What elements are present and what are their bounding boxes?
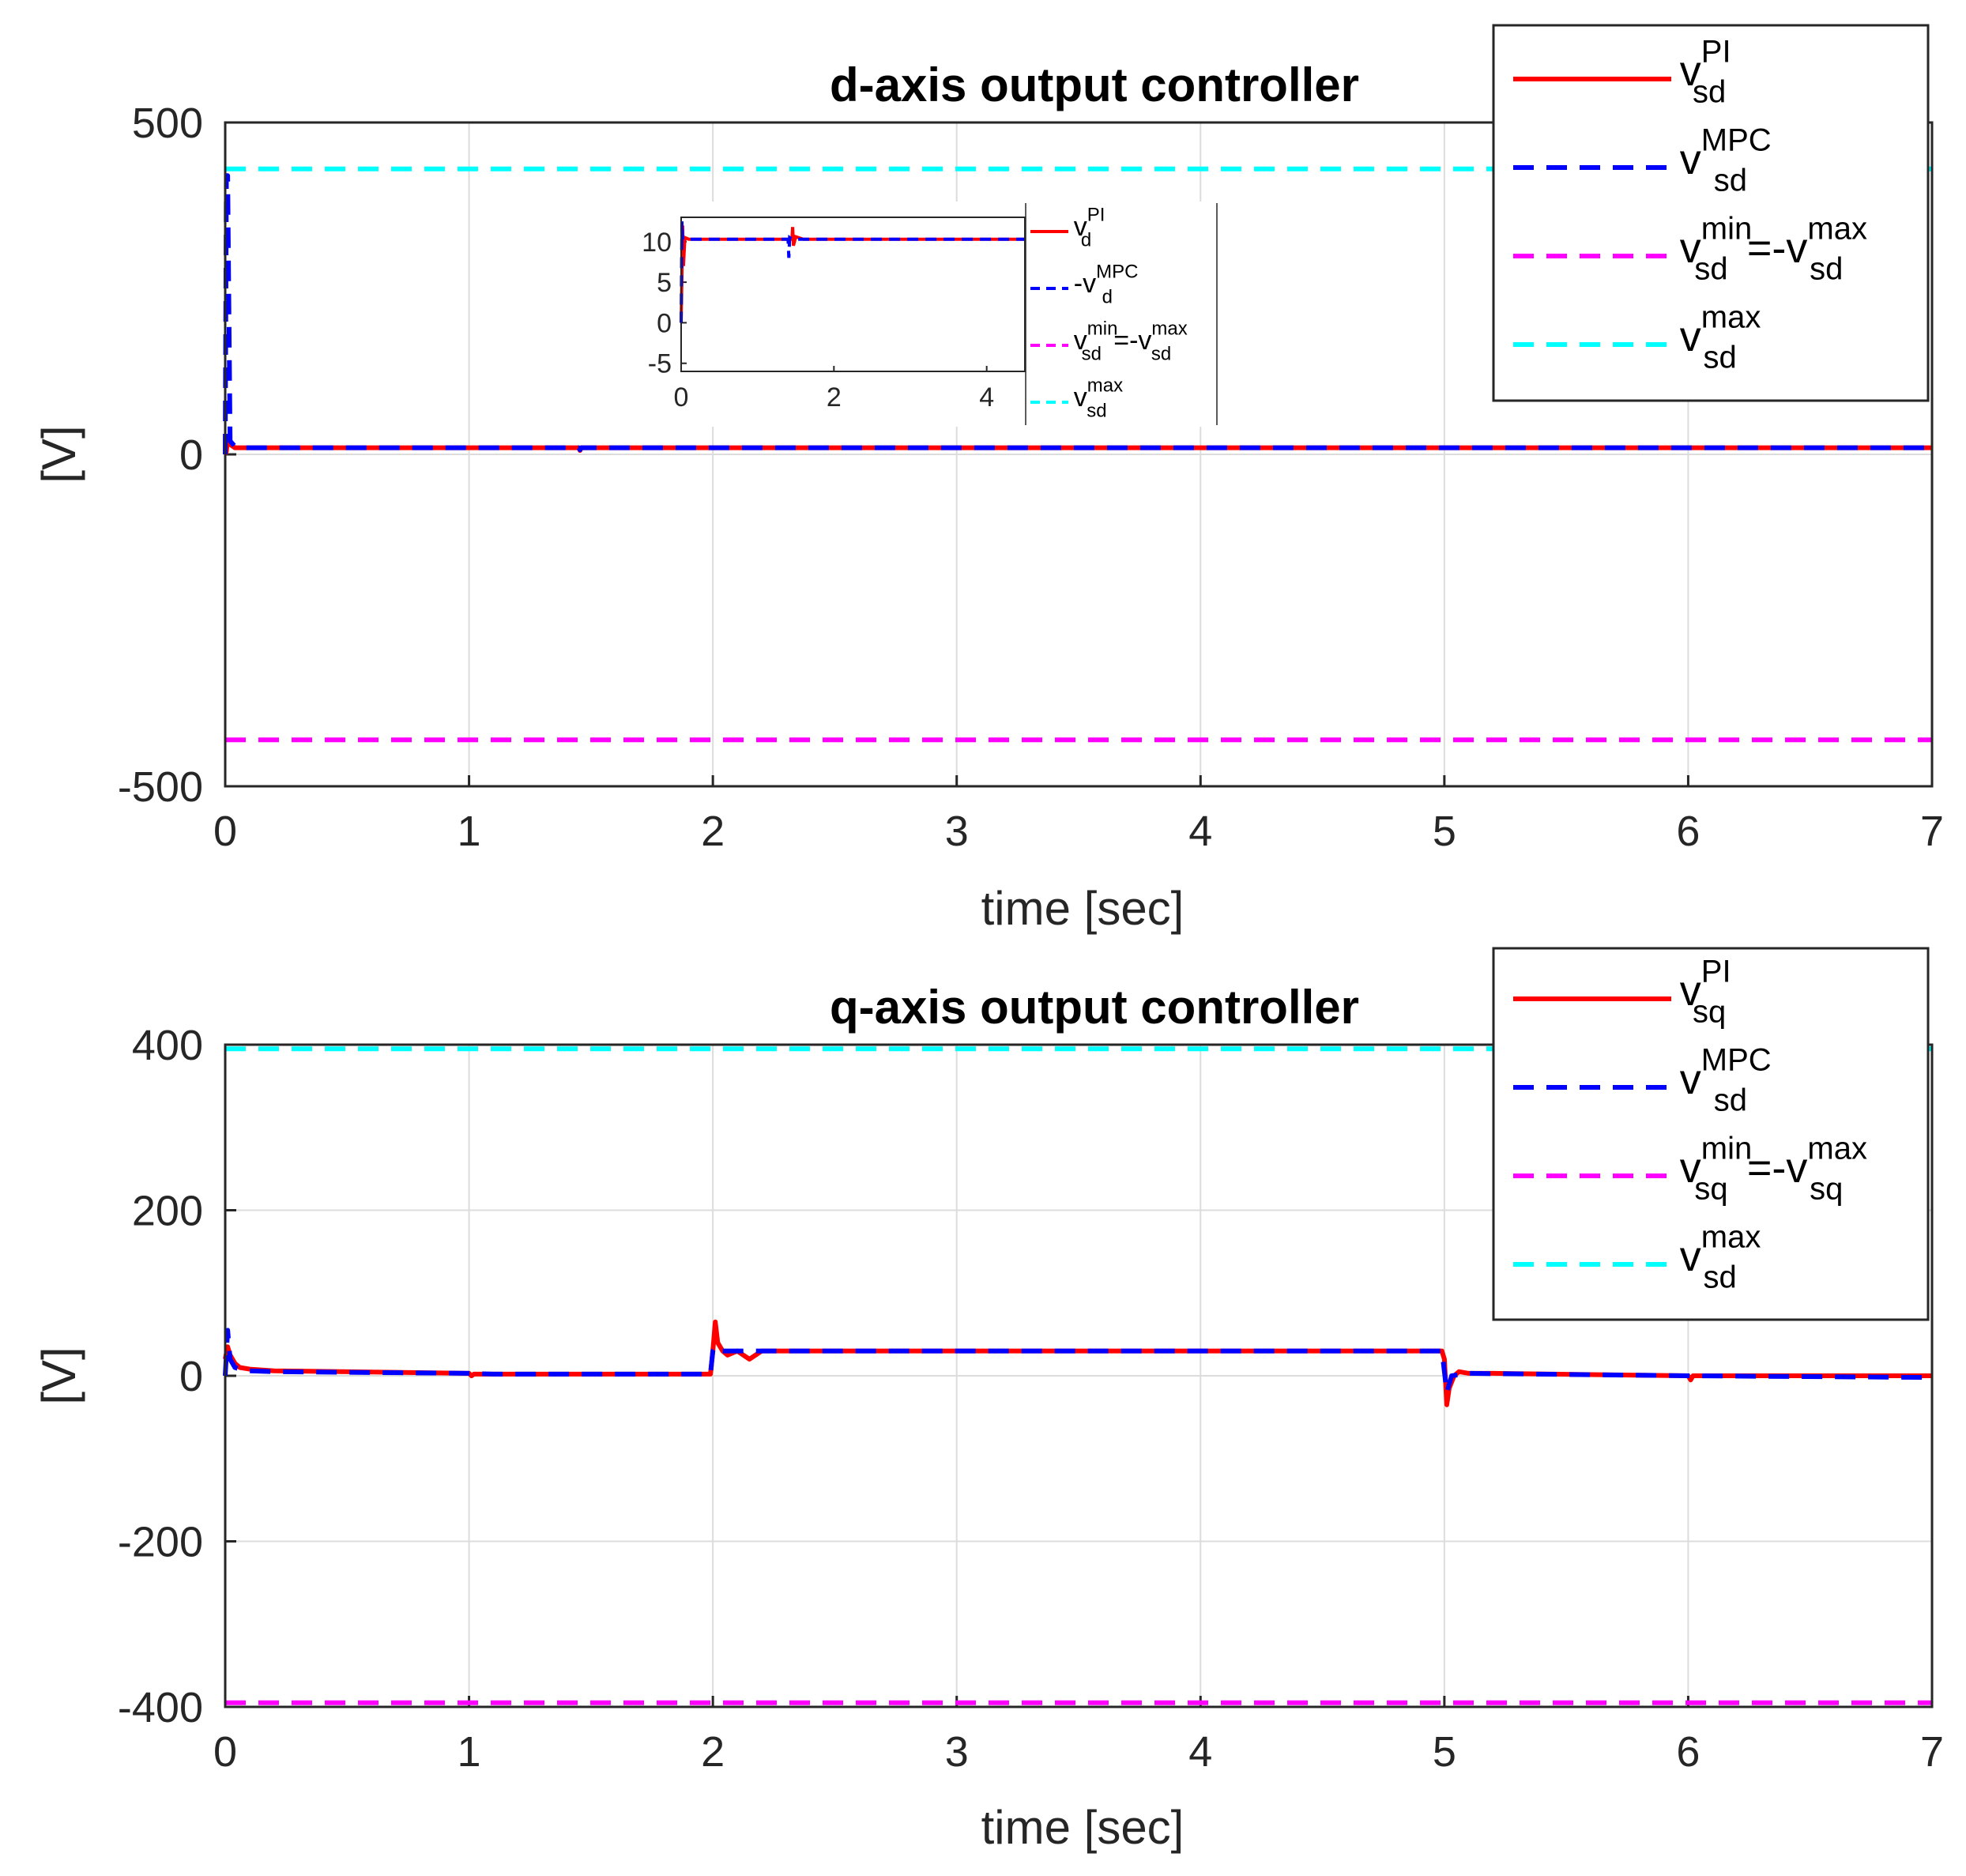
- chart-title: d-axis output controller: [830, 58, 1359, 111]
- inset-legend-entry-3-label: vmax sd: [1074, 375, 1123, 421]
- y-tick-label: 200: [132, 1188, 203, 1235]
- inset-background: [634, 202, 1233, 427]
- inset-x-tick-label: 2: [827, 382, 842, 412]
- x-tick-label: 2: [701, 1728, 725, 1776]
- legend-box: [1492, 947, 1930, 1321]
- inset-y-tick-label: 5: [657, 268, 672, 298]
- x-tick-label: 1: [458, 1728, 481, 1776]
- inset-legend-entry-2-label: vmin sd =-vmax sd: [1074, 318, 1188, 364]
- y-tick-label: 400: [132, 1022, 203, 1069]
- x-tick-label: 5: [1433, 1728, 1456, 1776]
- legend-box: [1492, 24, 1930, 402]
- inset-y-tick-label: -5: [648, 349, 672, 379]
- y-tick-label: -400: [118, 1684, 203, 1731]
- chart-title: q-axis output controller: [830, 981, 1359, 1034]
- inset-legend-entry-1-label: -vMPC d: [1074, 261, 1139, 307]
- x-axis-label: time [sec]: [981, 882, 1184, 935]
- legend-entry-0-label: vPI sd: [1680, 34, 1731, 109]
- x-tick-label: 3: [945, 1728, 969, 1776]
- inset-axes-box: [680, 217, 1026, 372]
- y-axis-label: [V]: [32, 1347, 85, 1404]
- y-tick-label: 500: [132, 100, 203, 147]
- y-axis-label: [V]: [32, 425, 85, 483]
- inset-series-line-1: [680, 221, 1025, 323]
- y-tick-label: 0: [179, 431, 203, 479]
- inset-y-tick-label: 0: [657, 308, 672, 338]
- x-tick-label: 5: [1433, 808, 1456, 855]
- x-tick-label: 4: [1188, 1728, 1212, 1776]
- series-line-1: [223, 173, 1932, 455]
- axes-box: [224, 121, 1934, 788]
- x-tick-label: 4: [1188, 808, 1212, 855]
- inset-x-tick-label: 4: [979, 382, 994, 412]
- legend-entry-1-label: vMPC sd: [1680, 1042, 1772, 1117]
- inset-x-tick-label: 0: [674, 382, 689, 412]
- legend: vPI sq vMPC sd vmin sq =-vmax sq vmax sd: [1492, 947, 1930, 1321]
- x-tick-label: 6: [1676, 808, 1700, 855]
- y-tick-label: 0: [179, 1353, 203, 1400]
- inset-legend: vPI d -vMPC d vmin sd =-vmax sd vmax sd: [1025, 203, 1218, 425]
- x-tick-label: 0: [213, 808, 237, 855]
- inset-legend-entry-0-label: vPI d: [1074, 204, 1105, 251]
- legend-entry-3-label: vmax sd: [1680, 1219, 1761, 1294]
- legend-entry-0-label: vPI sq: [1680, 954, 1731, 1029]
- legend-entry-3-label: vmax sd: [1680, 299, 1761, 375]
- x-tick-label: 3: [945, 808, 969, 855]
- legend: vPI sd vMPC sd vmin sd =-vmax sd vmax sd: [1492, 24, 1930, 402]
- q-axis-chart: 0 1 2 3 4 5 6 7 -400 -200 0 200 400 q-axis output con…: [32, 947, 1944, 1854]
- x-tick-label: 7: [1920, 1728, 1944, 1776]
- series-line-1: [223, 1328, 1933, 1395]
- x-tick-label: 6: [1676, 1728, 1700, 1776]
- inset-y-tick-label: 10: [642, 228, 672, 258]
- x-tick-label: 1: [458, 808, 481, 855]
- axes-box: [224, 1043, 1934, 1708]
- legend-entry-1-label: vMPC sd: [1680, 122, 1772, 198]
- x-tick-label: 7: [1920, 808, 1944, 855]
- y-tick-label: -200: [118, 1519, 203, 1566]
- x-axis-label: time [sec]: [981, 1801, 1184, 1854]
- x-tick-label: 2: [701, 808, 725, 855]
- y-tick-label: -500: [118, 763, 203, 811]
- legend-entry-2-label: vmin sq =-vmax sq: [1680, 1131, 1867, 1206]
- legend-entry-2-label: vmin sd =-vmax sd: [1680, 211, 1867, 286]
- x-tick-label: 0: [213, 1728, 237, 1776]
